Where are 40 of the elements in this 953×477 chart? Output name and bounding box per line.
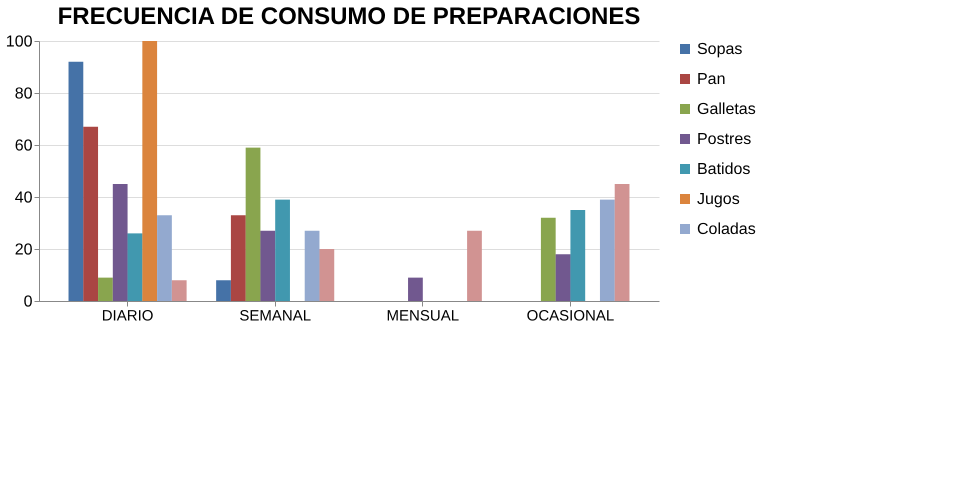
bar <box>260 230 276 301</box>
legend-label: Coladas <box>697 221 756 238</box>
bar <box>142 41 158 301</box>
x-tick-label: MENSUAL <box>386 308 460 324</box>
bar <box>540 218 556 301</box>
bar <box>408 278 423 301</box>
bar <box>157 215 172 301</box>
legend-label: Postres <box>697 131 752 148</box>
chart-title: FRECUENCIA DE CONSUMO DE PREPARACIONES <box>58 3 640 30</box>
y-tick-label: 20 <box>14 242 33 258</box>
bar <box>556 254 570 301</box>
bar <box>570 210 586 301</box>
bar <box>467 230 482 301</box>
x-tick-label: OCASIONAL <box>526 308 614 324</box>
x-tick-label: SEMANAL <box>239 308 312 324</box>
bar <box>600 200 615 301</box>
bar <box>319 249 334 301</box>
bar <box>275 200 290 301</box>
y-tick-label: 0 <box>24 294 33 310</box>
y-tick-label: 40 <box>14 190 33 206</box>
legend-label: Jugos <box>697 191 740 208</box>
bar <box>83 126 98 301</box>
bar <box>246 148 260 301</box>
legend-label: Batidos <box>697 161 750 178</box>
bar <box>230 215 246 301</box>
bar <box>98 278 113 301</box>
legend-label: Pan <box>697 71 726 88</box>
bar <box>172 280 187 301</box>
bar <box>68 62 84 301</box>
x-tick-label: DIARIO <box>102 308 154 324</box>
bar <box>112 184 128 301</box>
bar <box>614 184 630 301</box>
bar <box>216 280 231 301</box>
y-tick-label: 100 <box>6 34 33 50</box>
legend-label: Sopas <box>697 41 742 58</box>
bar <box>128 233 142 301</box>
legend-label: Galletas <box>697 101 756 118</box>
y-tick-label: 60 <box>14 138 33 154</box>
y-tick-label: 80 <box>14 86 33 102</box>
bar <box>304 230 320 301</box>
